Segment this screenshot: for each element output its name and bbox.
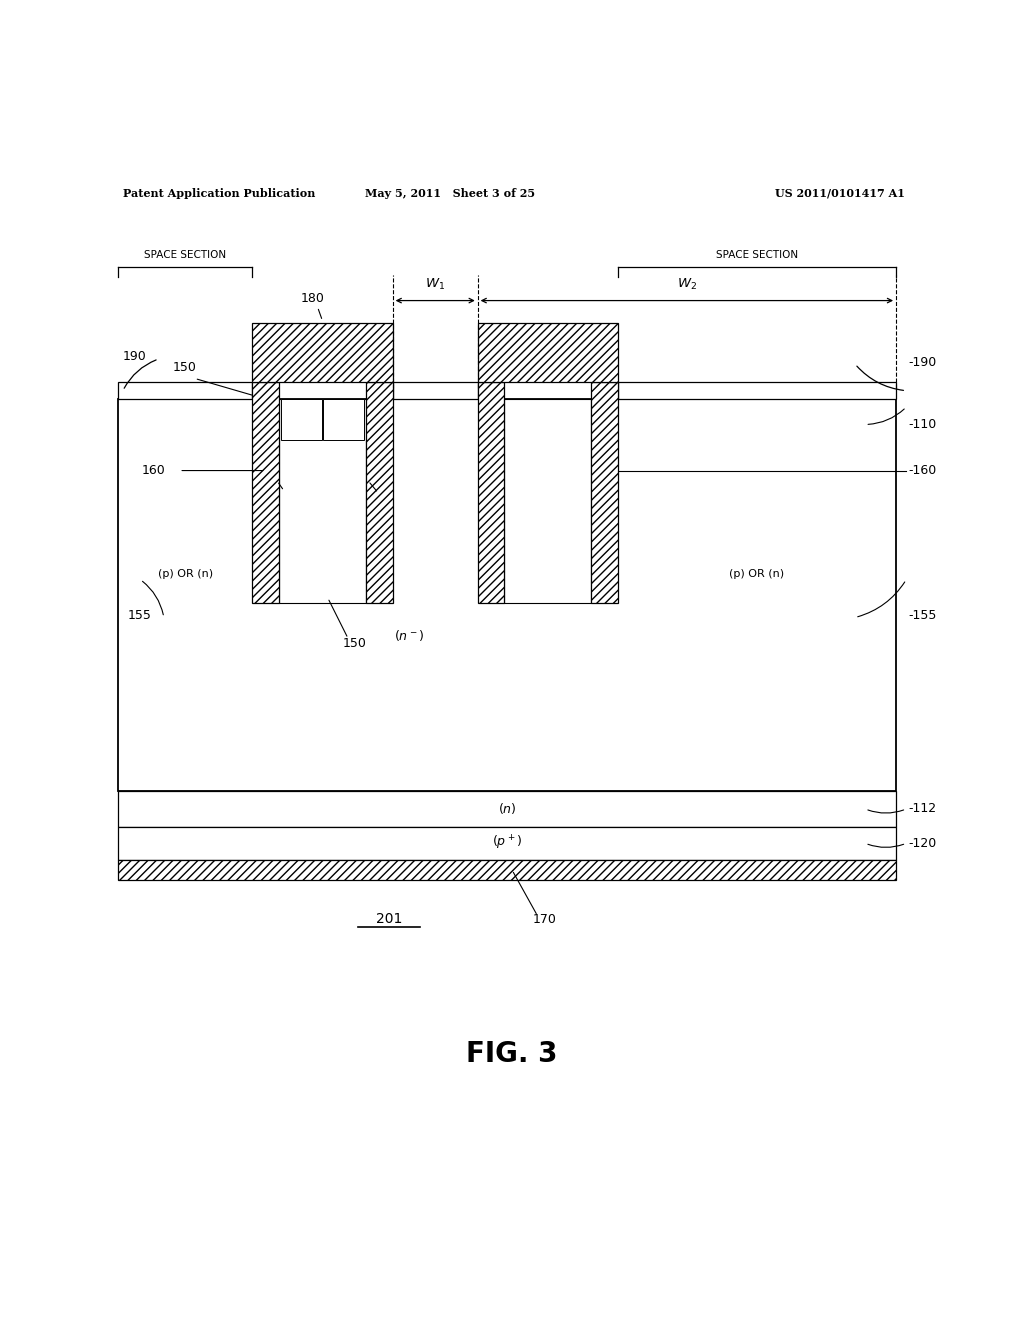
Text: -110: -110 [908, 418, 937, 430]
Bar [281, 399, 322, 440]
Text: -155: -155 [908, 609, 937, 622]
Bar [393, 383, 477, 399]
Bar [505, 399, 592, 603]
Text: May 5, 2011   Sheet 3 of 25: May 5, 2011 Sheet 3 of 25 [366, 187, 536, 198]
Text: (p): (p) [314, 500, 331, 510]
Bar [253, 323, 393, 383]
Bar [477, 383, 505, 603]
Text: (p) OR (n): (p) OR (n) [158, 569, 213, 579]
Text: 201: 201 [376, 912, 402, 927]
Text: 170: 170 [532, 912, 556, 925]
Text: 130: 130 [310, 536, 335, 549]
Bar [118, 826, 896, 859]
Text: $(n^+)$: $(n^+)$ [333, 413, 354, 426]
Bar [477, 323, 618, 383]
Text: $W_2$: $W_2$ [677, 277, 697, 293]
Text: -120: -120 [908, 837, 937, 850]
Bar [592, 383, 618, 603]
Text: 150: 150 [172, 362, 197, 375]
Text: 155: 155 [128, 609, 152, 622]
Text: -190: -190 [908, 355, 937, 368]
Text: 140: 140 [285, 484, 308, 498]
Text: SPACE SECTION: SPACE SECTION [716, 249, 798, 260]
Bar [367, 383, 393, 603]
Text: $(n^+)$: $(n^+)$ [291, 413, 312, 426]
Bar [118, 399, 896, 791]
Bar [324, 399, 365, 440]
Text: 180: 180 [300, 292, 325, 305]
Bar [118, 791, 896, 826]
Text: $(n)$: $(n)$ [498, 801, 516, 817]
Bar [253, 383, 279, 603]
Text: $(n^-)$: $(n^-)$ [394, 628, 425, 643]
Text: (p) OR (n): (p) OR (n) [729, 569, 784, 579]
Text: US 2011/0101417 A1: US 2011/0101417 A1 [775, 187, 904, 198]
Text: Patent Application Publication: Patent Application Publication [123, 187, 315, 198]
Bar [118, 383, 252, 399]
Bar [279, 399, 367, 603]
Text: -112: -112 [908, 803, 936, 816]
Text: $(p^+)$: $(p^+)$ [492, 834, 522, 853]
Text: $W_1$: $W_1$ [425, 277, 445, 293]
Text: 140: 140 [369, 484, 392, 498]
Text: SPACE SECTION: SPACE SECTION [144, 249, 226, 260]
Bar [118, 859, 896, 880]
Text: 150: 150 [343, 638, 367, 651]
Text: 190: 190 [123, 350, 146, 363]
Text: -160: -160 [908, 465, 937, 477]
Text: FIG. 3: FIG. 3 [466, 1040, 558, 1068]
Bar [618, 383, 896, 399]
Text: 160: 160 [141, 465, 166, 477]
